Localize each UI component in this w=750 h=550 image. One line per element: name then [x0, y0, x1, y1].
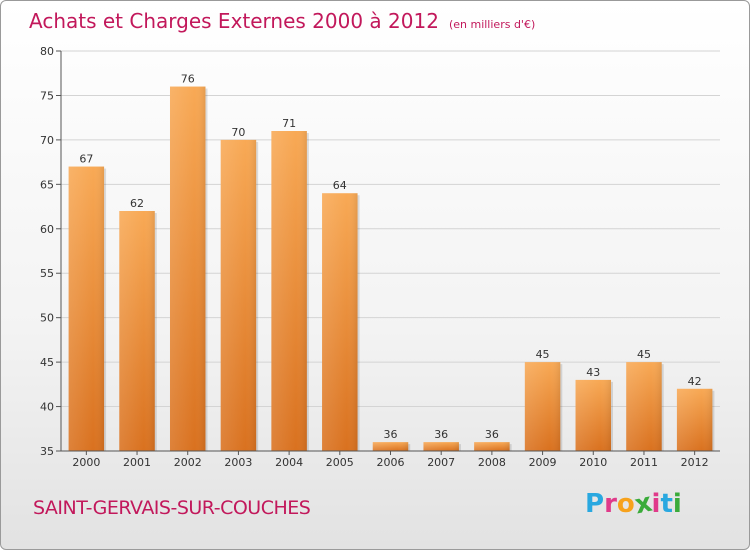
value-label: 62	[130, 197, 144, 210]
logo-letter: i	[651, 489, 661, 519]
bar-shade	[524, 362, 561, 451]
value-label: 36	[485, 428, 499, 441]
x-tick-label: 2000	[72, 456, 100, 469]
x-tick-label: 2010	[579, 456, 607, 469]
bars	[68, 86, 715, 452]
value-labels: 67 62 76 70 71 64 36 36 36 45 43 45 42	[79, 73, 701, 442]
logo-letter: P	[585, 489, 605, 519]
value-label: 45	[637, 348, 651, 361]
x-tick-label: 2004	[275, 456, 303, 469]
bar-shade	[68, 166, 105, 452]
y-tick-label: 65	[40, 178, 54, 191]
value-label: 70	[231, 126, 245, 139]
value-label: 43	[586, 366, 600, 379]
logo-letter: r	[604, 489, 617, 519]
x-tick-label: 2007	[427, 456, 455, 469]
bar-shade	[119, 211, 155, 451]
x-tick-label: 2001	[123, 456, 151, 469]
axes: 35 40 45 50 55 60 65 70 75 80 2000 2001 2002 2003 2004…	[40, 45, 720, 469]
value-label: 45	[536, 348, 550, 361]
x-tick-label: 2006	[377, 456, 405, 469]
x-tick-label: 2002	[174, 456, 202, 469]
x-tick-label: 2003	[224, 456, 252, 469]
bar-shade	[575, 379, 612, 451]
chart-title-text: Achats et Charges Externes 2000 à 2012	[29, 9, 439, 33]
grid-lines	[61, 50, 720, 408]
x-tick-label: 2008	[478, 456, 506, 469]
y-tick-label: 40	[40, 401, 54, 414]
value-label: 42	[688, 375, 702, 388]
y-tick-label: 75	[40, 89, 54, 102]
bar-shade	[626, 362, 662, 451]
bar-shade	[676, 388, 713, 451]
value-label: 71	[282, 117, 296, 130]
y-tick-label: 60	[40, 223, 54, 236]
value-label: 67	[79, 153, 93, 166]
bar-shade	[474, 442, 510, 451]
y-tick-label: 55	[40, 267, 54, 280]
y-tick-label: 70	[40, 134, 54, 147]
x-tick-label: 2005	[326, 456, 354, 469]
bar-shade	[423, 442, 459, 451]
y-tick-label: 80	[40, 45, 54, 58]
bar-shade	[372, 442, 409, 451]
y-tick-label: 35	[40, 445, 54, 458]
logo-letter: i	[672, 489, 682, 519]
value-label: 36	[384, 428, 398, 441]
value-label: 36	[434, 428, 448, 441]
bar-shade	[322, 193, 358, 451]
logo-letter: o	[616, 489, 635, 519]
value-label: 76	[181, 73, 195, 86]
y-tick-label: 50	[40, 312, 54, 325]
x-tick-label: 2011	[630, 456, 658, 469]
chart-subtitle: (en milliers d'€)	[448, 18, 536, 31]
x-tick-label: 2009	[529, 456, 557, 469]
value-label: 64	[333, 179, 347, 192]
proxiti-logo[interactable]: Proxiti	[585, 488, 682, 521]
bar-shade	[169, 86, 206, 452]
bar-shade	[220, 139, 257, 451]
logo-letter: t	[660, 489, 673, 519]
y-tick-label: 45	[40, 356, 54, 369]
x-tick-label: 2012	[681, 456, 709, 469]
bar-shade	[271, 131, 307, 451]
chart-title: Achats et Charges Externes 2000 à 2012 (e…	[29, 9, 535, 33]
commune-name: SAINT-GERVAIS-SUR-COUCHES	[33, 497, 311, 519]
